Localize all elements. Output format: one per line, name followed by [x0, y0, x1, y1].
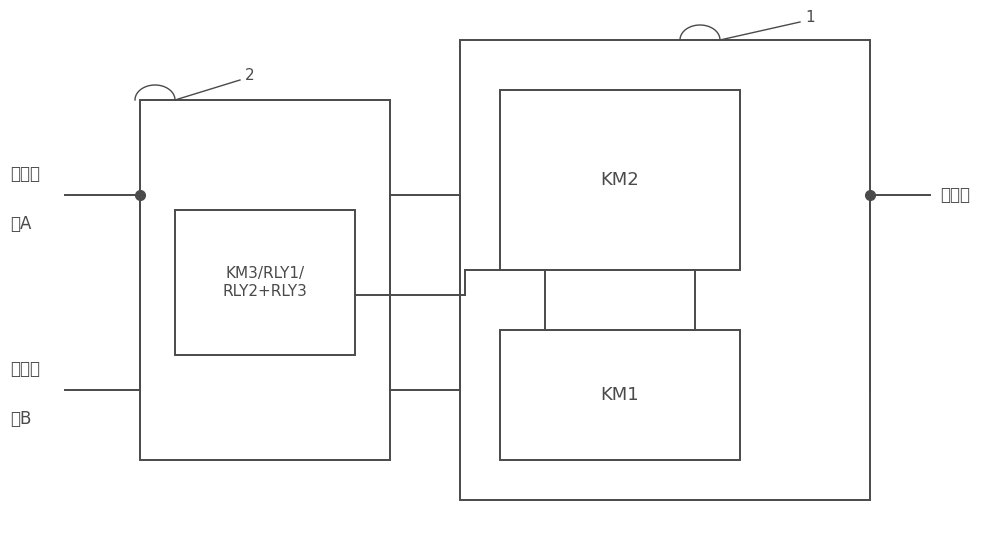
Text: 2: 2 [245, 68, 255, 83]
Bar [500, 330, 740, 460]
Text: 1: 1 [805, 11, 815, 26]
Text: 源B: 源B [10, 410, 31, 428]
Text: 至负载: 至负载 [940, 186, 970, 204]
Bar [140, 100, 390, 460]
Bar [175, 210, 355, 355]
Text: KM2: KM2 [601, 171, 639, 189]
Bar [500, 90, 740, 270]
Text: KM1: KM1 [601, 386, 639, 404]
Text: KM3/RLY1/
RLY2+RLY3: KM3/RLY1/ RLY2+RLY3 [223, 266, 307, 299]
Text: 源A: 源A [10, 215, 31, 233]
Text: 交流电: 交流电 [10, 360, 40, 378]
Bar [460, 40, 870, 500]
Text: 交流电: 交流电 [10, 165, 40, 183]
